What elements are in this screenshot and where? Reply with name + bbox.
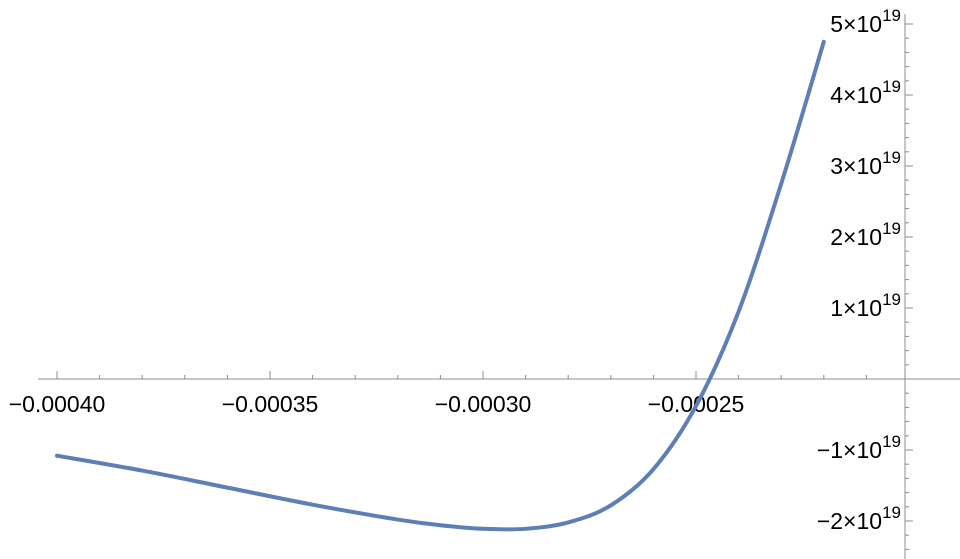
y-tick-label: −2×1019 bbox=[817, 503, 901, 534]
x-axis: −0.00040 −0.00035 −0.00030 −0.00025 bbox=[9, 371, 960, 417]
y-tick-label: −1×1019 bbox=[817, 432, 901, 463]
y-tick-label: 1×1019 bbox=[830, 290, 901, 321]
y-tick-label: 2×1019 bbox=[830, 219, 901, 250]
x-tick-label: −0.00040 bbox=[9, 391, 106, 417]
x-tick-label: −0.00035 bbox=[222, 391, 319, 417]
series-line bbox=[55, 39, 826, 532]
y-tick-label: 5×1019 bbox=[830, 6, 901, 37]
series-layer bbox=[55, 39, 826, 532]
y-tick-label: 4×1019 bbox=[830, 77, 901, 108]
y-axis: 5×1019 4×1019 3×1019 2×1019 1×1019 −1×1019 −2×… bbox=[817, 6, 913, 559]
y-tick-label: 3×1019 bbox=[830, 148, 901, 179]
x-tick-label: −0.00030 bbox=[435, 391, 532, 417]
